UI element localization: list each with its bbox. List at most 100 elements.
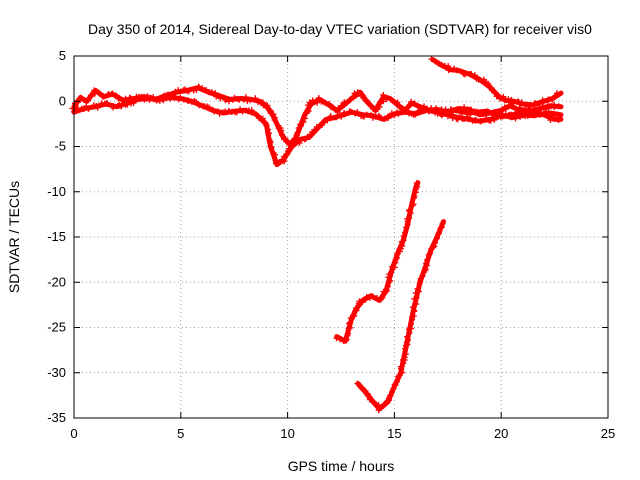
chart-title: Day 350 of 2014, Sidereal Day-to-day VTE… — [88, 21, 592, 37]
data-point-marker — [377, 114, 384, 121]
data-point-marker — [424, 256, 430, 263]
data-point-marker — [135, 95, 142, 102]
data-point-marker — [412, 111, 419, 118]
data-point-marker — [404, 333, 411, 340]
data-point-marker — [397, 363, 404, 370]
data-point-marker — [360, 95, 367, 102]
data-point-marker — [394, 251, 401, 258]
data-point-marker — [508, 103, 515, 109]
data-point-marker — [208, 89, 215, 96]
data-point-marker — [454, 67, 461, 74]
data-point-marker — [472, 116, 479, 123]
data-point-marker — [502, 112, 509, 119]
data-point-marker — [392, 382, 399, 389]
data-point-marker — [500, 93, 507, 100]
y-tick-label: -35 — [47, 410, 66, 425]
axis-ticks: 0 5 10 15 20 25 5 0 -5 -10 -15 -20 -25 -30 -35 — [47, 48, 615, 441]
data-point-marker — [338, 113, 345, 120]
x-tick-label: 0 — [70, 426, 77, 441]
data-point-marker — [431, 243, 438, 250]
data-point-marker — [410, 304, 416, 311]
data-point-marker — [428, 56, 435, 63]
data-point-marker — [301, 115, 308, 122]
x-tick-label: 5 — [177, 426, 184, 441]
data-point-marker — [478, 117, 485, 124]
data-point-marker — [435, 60, 442, 67]
data-point-marker — [268, 144, 275, 151]
data-point-marker — [393, 378, 400, 385]
x-tick-label: 20 — [494, 426, 508, 441]
data-point-marker — [438, 112, 445, 119]
data-point-marker — [239, 108, 246, 115]
data-point-marker — [222, 96, 228, 103]
data-point-marker — [192, 99, 199, 105]
data-point-marker — [309, 128, 316, 135]
data-point-marker — [156, 97, 163, 104]
data-point-marker — [196, 102, 202, 109]
data-point-marker — [555, 103, 562, 110]
data-point-marker — [435, 108, 442, 115]
x-tick-label: 25 — [601, 426, 615, 441]
data-point-marker — [318, 98, 325, 105]
data-point-marker — [387, 277, 394, 284]
data-point-marker — [359, 385, 365, 392]
data-point-marker — [271, 117, 278, 124]
data-point-marker — [389, 388, 395, 395]
data-point-marker — [400, 233, 407, 240]
data-point-marker — [388, 269, 394, 276]
y-tick-label: -5 — [54, 139, 66, 154]
data-point-marker — [339, 103, 346, 110]
data-point-marker — [333, 335, 340, 342]
data-point-marker — [348, 108, 354, 115]
data-point-marker — [390, 385, 397, 392]
data-point-marker — [297, 137, 304, 144]
data-point-marker — [542, 109, 549, 116]
data-point-marker — [553, 90, 560, 97]
data-point-marker — [109, 90, 116, 97]
data-point-marker — [555, 117, 562, 124]
data-point-marker — [94, 104, 101, 111]
data-point-marker — [203, 87, 210, 93]
data-point-marker — [233, 109, 240, 116]
data-point-marker — [402, 229, 408, 236]
data-point-marker — [462, 71, 469, 78]
data-point-marker — [347, 324, 354, 331]
data-point-marker — [519, 111, 526, 118]
data-point-marker — [450, 107, 457, 114]
series-markers-track-main-lower — [71, 94, 562, 167]
data-point-marker — [350, 93, 357, 100]
data-point-marker — [300, 119, 307, 126]
data-point-marker — [244, 97, 251, 104]
data-point-marker — [403, 107, 410, 114]
data-point-marker — [275, 159, 282, 166]
data-point-marker — [428, 107, 434, 114]
data-point-marker — [487, 117, 494, 124]
data-point-marker — [380, 403, 387, 409]
data-point-marker — [177, 94, 184, 101]
data-point-marker — [95, 89, 102, 96]
data-point-marker — [549, 96, 556, 103]
data-point-marker — [247, 97, 254, 104]
data-point-marker — [430, 244, 437, 251]
data-point-marker — [264, 104, 270, 111]
data-point-marker — [270, 111, 277, 118]
x-axis-label: GPS time / hours — [288, 458, 395, 474]
data-point-marker — [380, 98, 387, 105]
data-point-marker — [225, 107, 232, 114]
data-point-marker — [453, 115, 460, 122]
x-tick-label: 15 — [387, 426, 401, 441]
data-point-marker — [91, 87, 98, 94]
data-point-marker — [280, 153, 287, 160]
data-point-marker — [493, 93, 500, 100]
data-point-marker — [423, 260, 430, 267]
data-point-marker — [402, 351, 409, 358]
y-tick-label: -20 — [47, 274, 66, 289]
data-point-marker — [346, 97, 353, 104]
data-point-marker — [118, 103, 125, 110]
data-point-marker — [390, 98, 397, 105]
data-point-marker — [279, 132, 285, 138]
data-point-marker — [491, 89, 498, 96]
series-markers-track-steep-2 — [354, 220, 446, 414]
data-point-marker — [406, 102, 413, 109]
data-point-marker — [551, 104, 558, 111]
